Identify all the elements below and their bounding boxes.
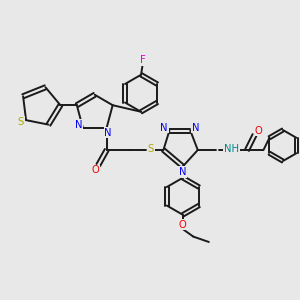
Text: N: N [179,167,187,177]
Text: N: N [192,123,200,133]
Text: O: O [92,165,99,175]
Text: O: O [179,220,187,230]
Text: N: N [160,123,168,133]
Text: N: N [75,120,82,130]
Text: F: F [140,55,146,65]
Text: S: S [18,117,24,127]
Text: N: N [104,128,112,138]
Text: NH: NH [224,143,239,154]
Text: S: S [148,144,154,154]
Text: O: O [254,126,262,136]
